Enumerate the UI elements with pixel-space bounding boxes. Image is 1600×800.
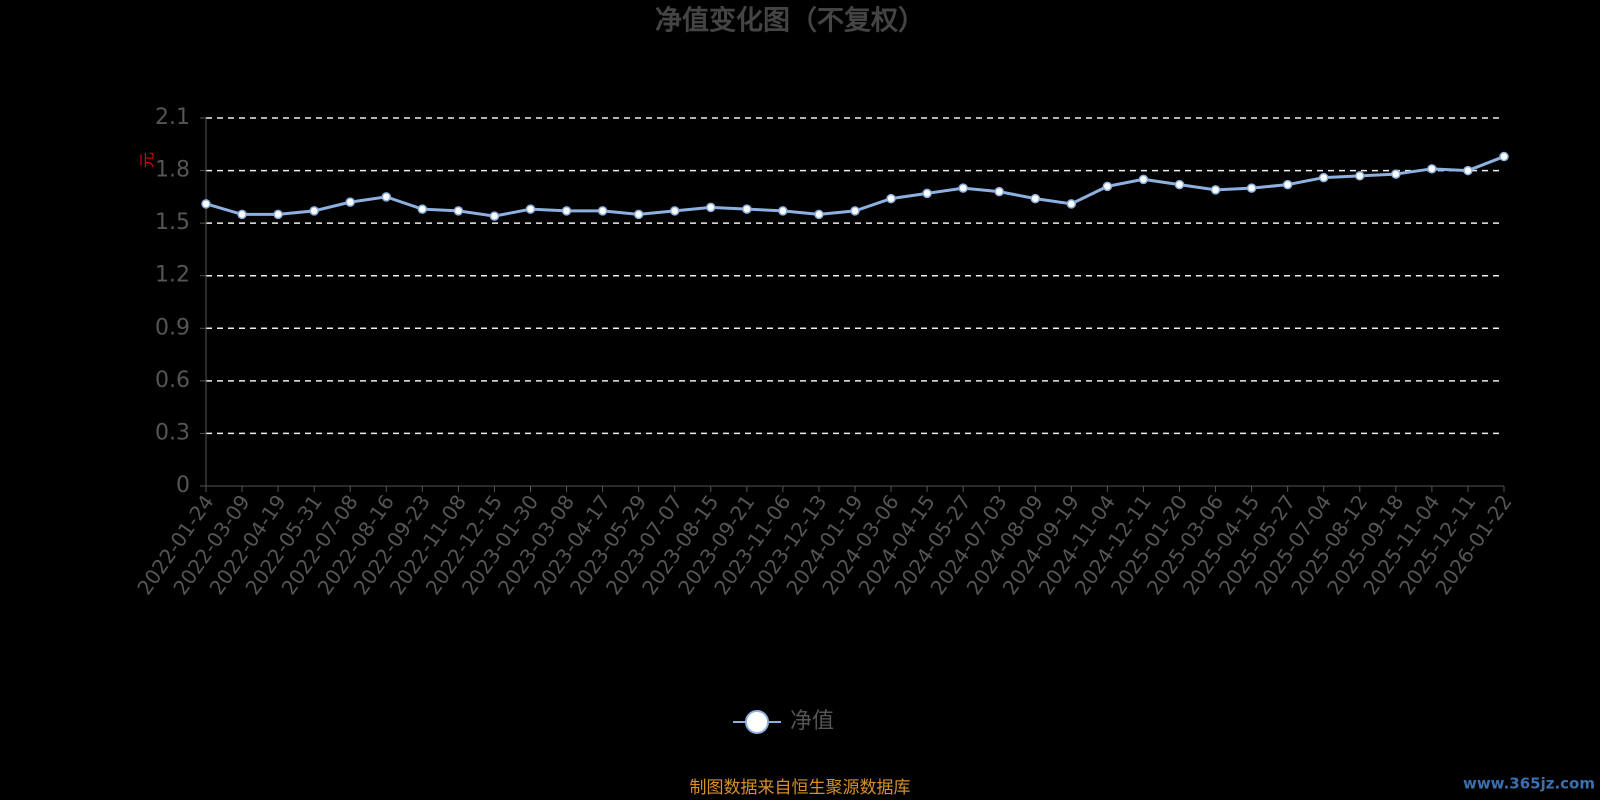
data-point: [850, 206, 860, 216]
data-point: [1066, 199, 1077, 209]
legend-label: 净值: [790, 709, 834, 734]
data-point: [814, 209, 824, 220]
data-point: [345, 197, 355, 207]
data-point: [1463, 165, 1473, 176]
data-point: [922, 188, 932, 199]
data-point: [453, 206, 464, 216]
data-point: [1318, 172, 1329, 183]
watermark: www.365jz.com: [1463, 775, 1595, 793]
y-tick-label: 1.2: [155, 263, 190, 288]
data-point: [309, 206, 319, 216]
data-point: [201, 199, 211, 209]
data-point: [561, 206, 572, 216]
data-point: [417, 204, 428, 214]
data-point: [669, 206, 680, 216]
data-point: [742, 204, 752, 214]
data-point: [633, 209, 644, 220]
legend-marker: [745, 710, 769, 734]
chart-title: 净值变化图（不复权）: [655, 5, 925, 37]
data-point: [1030, 193, 1041, 204]
data-point: [273, 209, 283, 220]
y-axis-label: 元: [138, 152, 157, 168]
data-point: [1499, 151, 1509, 162]
data-point: [1210, 185, 1221, 195]
y-tick-label: 0.3: [155, 420, 190, 445]
data-point: [1174, 179, 1185, 190]
y-tick-label: 0.6: [155, 368, 190, 393]
y-tick-label: 2.1: [155, 105, 190, 130]
y-tick-label: 1.8: [155, 158, 190, 183]
data-point: [1391, 169, 1401, 179]
data-point: [1355, 171, 1365, 181]
y-tick-label: 0: [176, 473, 190, 498]
data-point: [237, 209, 247, 220]
data-point: [706, 202, 716, 213]
data-point: [597, 206, 608, 216]
y-tick-label: 0.9: [155, 315, 190, 340]
data-point: [1138, 174, 1149, 185]
data-point: [1427, 164, 1437, 174]
data-point: [778, 206, 788, 216]
source-note: 制图数据来自恒生聚源数据库: [690, 778, 911, 798]
data-point: [994, 186, 1004, 197]
data-point: [886, 193, 896, 204]
data-point: [1102, 181, 1113, 192]
data-point: [525, 204, 536, 214]
data-point: [1246, 183, 1257, 193]
data-point: [958, 183, 968, 193]
data-point: [381, 192, 392, 202]
y-tick-label: 1.5: [155, 210, 190, 235]
data-point: [489, 211, 500, 221]
data-point: [1282, 179, 1293, 190]
